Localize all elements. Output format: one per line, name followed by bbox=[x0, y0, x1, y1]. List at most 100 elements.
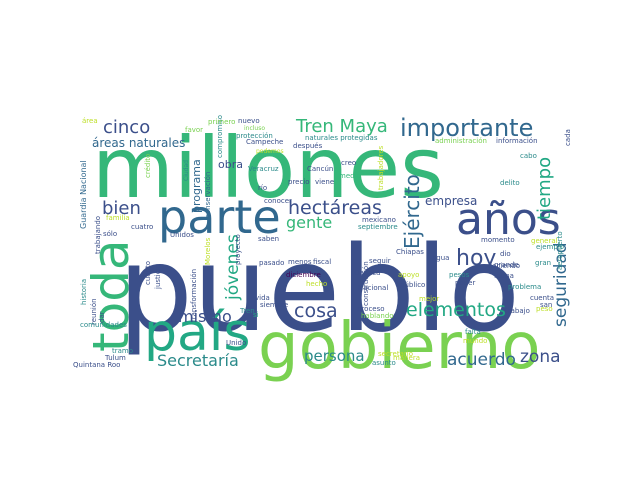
word-42: primero bbox=[208, 118, 235, 126]
word-21: jóvenes bbox=[223, 234, 243, 301]
word-4: toda bbox=[82, 239, 140, 352]
word-111: general bbox=[531, 237, 558, 245]
word-16: tiempo bbox=[534, 157, 555, 220]
word-88: diciembre bbox=[286, 271, 321, 279]
word-48: precio bbox=[288, 178, 310, 186]
word-113: problema bbox=[508, 283, 541, 291]
word-103: pesos bbox=[449, 271, 470, 279]
word-7: importante bbox=[400, 114, 533, 142]
word-50: naturales protegidas bbox=[305, 134, 378, 142]
word-117: trabajo bbox=[505, 307, 530, 315]
word-67: Nacional bbox=[358, 284, 388, 292]
word-72: siempre bbox=[260, 301, 288, 309]
word-0: pueblo bbox=[118, 220, 520, 358]
word-9: cinco bbox=[103, 117, 150, 138]
word-84: cuanto bbox=[144, 261, 152, 285]
word-56: aeropuerto bbox=[556, 231, 564, 270]
word-15: hoy bbox=[456, 246, 496, 271]
word-81: reunión bbox=[90, 298, 98, 325]
word-11: bien bbox=[102, 198, 141, 219]
word-10: áreas naturales bbox=[92, 136, 185, 150]
word-119: mundo bbox=[463, 337, 487, 345]
word-23: acuerdo bbox=[447, 350, 516, 370]
word-108: dio bbox=[500, 250, 511, 258]
word-66: septiembre bbox=[358, 223, 398, 231]
word-112: ejemplo bbox=[536, 243, 564, 251]
word-80: dar bbox=[98, 311, 106, 323]
word-99: asunto bbox=[372, 359, 396, 367]
word-87: Morelos bbox=[204, 237, 212, 265]
word-65: mexicano bbox=[362, 216, 396, 224]
word-6: años bbox=[456, 194, 561, 245]
word-35: Veracruz bbox=[248, 165, 279, 173]
word-14: Ejército bbox=[400, 174, 424, 249]
word-90: Oaxaca bbox=[354, 269, 380, 277]
word-52: información bbox=[496, 137, 538, 145]
word-25: Secretaría bbox=[157, 351, 239, 370]
word-19: cosa bbox=[294, 300, 338, 322]
word-71: pasado bbox=[259, 259, 284, 267]
word-76: Unido bbox=[226, 339, 246, 347]
word-73: vida bbox=[255, 294, 270, 302]
word-77: Tulum bbox=[104, 354, 126, 362]
word-91: construcción bbox=[362, 261, 370, 306]
word-27: programa bbox=[190, 159, 203, 213]
word-12: hectáreas bbox=[288, 197, 382, 219]
word-75: Tren bbox=[239, 307, 255, 315]
word-115: san bbox=[540, 301, 552, 309]
word-49: después bbox=[293, 142, 323, 150]
word-47: viene bbox=[315, 178, 334, 186]
word-58: trabajando bbox=[94, 216, 102, 254]
word-34: Campeche bbox=[246, 138, 283, 146]
word-55: cada bbox=[564, 129, 572, 146]
word-26: empresa bbox=[425, 194, 477, 208]
word-13: gente bbox=[286, 213, 332, 232]
word-53: cabo bbox=[520, 152, 537, 160]
word-106: momento bbox=[481, 236, 515, 244]
word-94: seguir bbox=[369, 257, 391, 265]
word-105: fauna bbox=[494, 272, 514, 280]
word-30: crédito bbox=[144, 154, 152, 178]
word-39: incluso bbox=[244, 125, 265, 132]
word-36: río bbox=[258, 184, 267, 192]
word-24: zona bbox=[520, 347, 561, 367]
word-100: Chiapas bbox=[396, 248, 424, 256]
word-44: Cancún bbox=[307, 165, 333, 173]
word-61: cuatro bbox=[131, 223, 153, 231]
word-28: obra bbox=[218, 158, 243, 171]
word-38: podemos bbox=[256, 148, 284, 155]
word-78: Quintana Roo bbox=[73, 361, 120, 369]
word-41: favor bbox=[185, 126, 203, 134]
word-2: gobierno bbox=[258, 310, 540, 384]
word-57: trabajadores bbox=[377, 145, 385, 190]
word-98: manera bbox=[393, 354, 420, 362]
word-93: público bbox=[400, 281, 425, 289]
word-45: creo bbox=[341, 159, 356, 167]
word-43: área bbox=[82, 117, 98, 125]
word-116: peso bbox=[536, 305, 553, 313]
word-29: Guardia Nacional bbox=[79, 160, 88, 229]
word-109: grande bbox=[494, 261, 519, 269]
word-101: agua bbox=[432, 254, 449, 262]
word-17: seguridad bbox=[551, 242, 571, 327]
word-5: parte bbox=[158, 190, 281, 244]
word-37: protección bbox=[236, 132, 273, 140]
word-97: secretario bbox=[378, 350, 413, 358]
word-63: menos bbox=[288, 258, 312, 266]
word-33: compromiso bbox=[216, 115, 224, 158]
word-68: conocer bbox=[264, 197, 292, 205]
word-96: hablando bbox=[361, 312, 394, 320]
word-104: poder bbox=[455, 279, 475, 287]
word-8: Tren Maya bbox=[295, 116, 388, 137]
word-51: administración bbox=[435, 137, 487, 145]
word-64: fiscal bbox=[313, 258, 331, 266]
word-22: persona bbox=[304, 347, 365, 365]
word-89: hecho bbox=[306, 280, 327, 288]
word-62: Unidos bbox=[170, 231, 194, 239]
word-79: tramo bbox=[112, 347, 133, 355]
word-31: Ciudad bbox=[183, 160, 190, 181]
word-107: haciendo bbox=[488, 262, 520, 270]
word-102: mejor bbox=[419, 295, 439, 303]
word-46: medio bbox=[339, 172, 361, 180]
word-92: apoyo bbox=[398, 271, 419, 279]
